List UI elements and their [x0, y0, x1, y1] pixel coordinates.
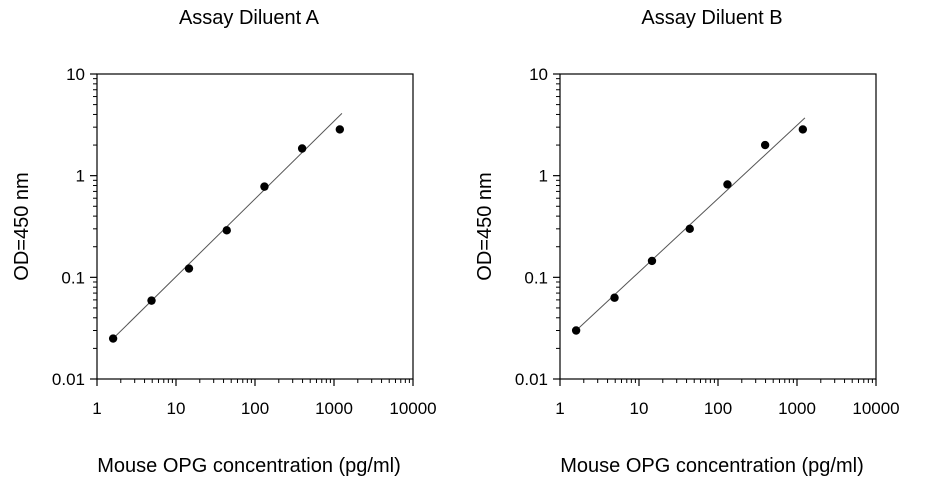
fit-line	[112, 113, 343, 339]
x-tick-label: 1	[92, 399, 101, 418]
data-point	[723, 180, 732, 189]
y-tick-label: 0.1	[524, 268, 548, 287]
y-axis-label: OD=450 nm	[11, 172, 33, 280]
data-point	[108, 334, 118, 343]
data-point	[297, 144, 307, 153]
y-tick-label: 0.01	[52, 370, 85, 389]
plot-frame	[96, 73, 414, 380]
x-tick-label: 10000	[852, 399, 899, 418]
x-tick-label: 100	[241, 399, 269, 418]
chart-title: Assay Diluent A	[179, 7, 320, 29]
data-point	[147, 296, 156, 305]
data-point	[610, 293, 619, 302]
data-point	[798, 125, 808, 134]
chart-panel-a: Assay Diluent A 1 10 100 1000 10000 0.01 0.1 1 10…	[11, 7, 437, 477]
plot-frame	[559, 73, 877, 380]
chart-b-svg: Assay Diluent B 1 10 100 1000 10000 0.01 0.1 1 10…	[474, 7, 900, 477]
data-point	[685, 224, 694, 234]
x-axis-label: Mouse OPG concentration (pg/ml)	[97, 455, 400, 477]
data-point	[760, 140, 770, 150]
y-tick-label: 10	[66, 65, 85, 84]
x-tick-label: 1000	[778, 399, 816, 418]
x-tick-label: 100	[704, 399, 732, 418]
x-tick-label: 10000	[389, 399, 436, 418]
chart-title: Assay Diluent B	[641, 7, 782, 29]
data-point	[335, 125, 345, 134]
data-point	[571, 326, 581, 335]
data-point	[260, 182, 269, 191]
y-tick-label: 0.01	[515, 370, 548, 389]
x-tick-label: 10	[167, 399, 186, 418]
data-point	[184, 264, 194, 273]
y-tick-label: 1	[539, 167, 548, 186]
chart-panel-b: Assay Diluent B 1 10 100 1000 10000 0.01 0.1 1 10…	[463, 0, 926, 480]
x-tick-label: 1	[555, 399, 564, 418]
chart-a-svg: Assay Diluent A 1 10 100 1000 10000 0.01 0.1 1 10…	[11, 7, 437, 477]
y-tick-label: 10	[529, 65, 548, 84]
y-tick-label: 0.1	[61, 268, 85, 287]
data-point	[222, 226, 231, 235]
data-point	[647, 256, 657, 266]
x-tick-label: 10	[630, 399, 649, 418]
y-axis-label: OD=450 nm	[474, 172, 496, 280]
x-tick-label: 1000	[315, 399, 353, 418]
y-tick-label: 1	[76, 167, 85, 186]
x-axis-label: Mouse OPG concentration (pg/ml)	[560, 455, 863, 477]
